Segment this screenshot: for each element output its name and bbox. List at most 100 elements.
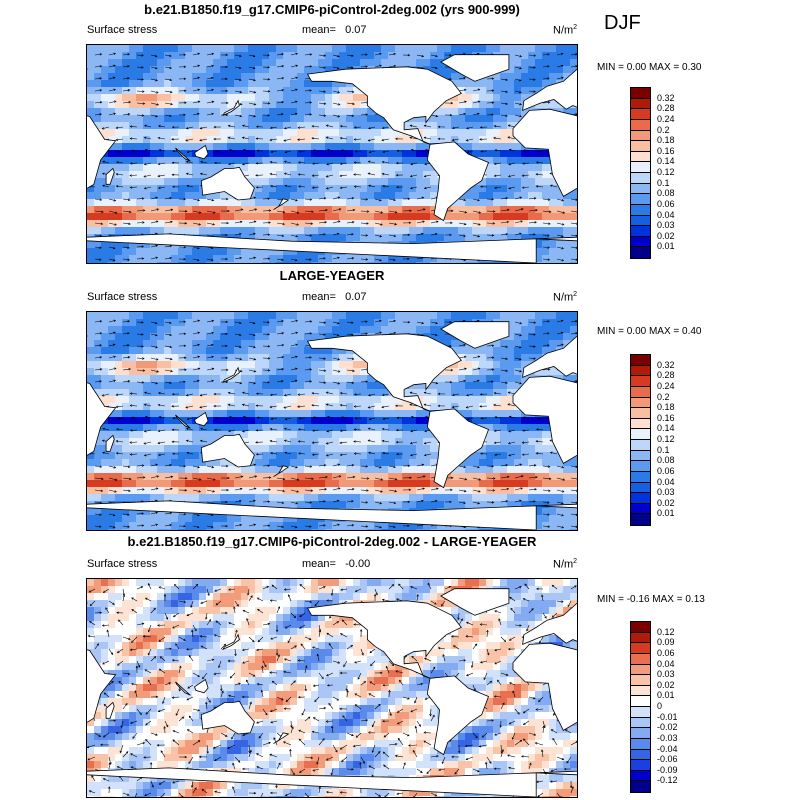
colorbar-tick-label: 0.06 bbox=[657, 647, 675, 658]
colorbar-swatch bbox=[631, 728, 650, 739]
panel-3-mean: mean= -0.00 bbox=[302, 558, 370, 570]
panel-1-map-svg bbox=[87, 45, 577, 263]
colorbar-swatch bbox=[631, 450, 650, 462]
panel-3-title: b.e21.B1850.f19_g17.CMIP6-piControl-2deg… bbox=[127, 534, 537, 549]
panel-2-units: N/m2 bbox=[553, 291, 577, 304]
colorbar-swatch bbox=[631, 204, 650, 216]
colorbar-tick-label: 0.1 bbox=[657, 177, 670, 188]
colorbar-swatch bbox=[631, 355, 650, 366]
colorbar-tick-label: 0.06 bbox=[657, 198, 675, 209]
colorbar-swatch bbox=[631, 770, 650, 782]
panel-2-mean-label: mean= bbox=[302, 291, 336, 303]
panel-3-variable-label: Surface stress bbox=[87, 558, 158, 570]
panel-1-colorbar bbox=[630, 87, 651, 259]
colorbar-swatch bbox=[631, 675, 650, 686]
colorbar-swatch bbox=[631, 215, 650, 227]
panel-3-mean-value: -0.00 bbox=[345, 558, 371, 570]
colorbar-swatch bbox=[631, 738, 650, 750]
colorbar-swatch bbox=[631, 653, 650, 665]
colorbar-swatch bbox=[631, 514, 650, 525]
colorbar-swatch bbox=[631, 643, 650, 654]
colorbar-swatch bbox=[631, 717, 650, 729]
colorbar-tick-label: 0.08 bbox=[657, 455, 675, 466]
colorbar-swatch bbox=[631, 461, 650, 472]
panel-3-minmax: MIN = -0.16 MAX = 0.13 bbox=[597, 594, 705, 605]
colorbar-tick-label: 0.02 bbox=[657, 230, 675, 241]
colorbar-tick-label: -0.03 bbox=[657, 732, 678, 743]
colorbar-swatch bbox=[631, 696, 650, 707]
colorbar-swatch bbox=[631, 418, 650, 430]
panel-3-land bbox=[87, 588, 577, 797]
colorbar-tick-label: 0 bbox=[657, 701, 663, 711]
colorbar-tick-label: 0.03 bbox=[657, 669, 675, 680]
colorbar-swatch bbox=[631, 429, 650, 440]
colorbar-tick-label: 0.16 bbox=[657, 145, 675, 156]
panel-3-units-sup: 2 bbox=[573, 558, 578, 565]
colorbar-swatch bbox=[631, 98, 650, 110]
colorbar-swatch bbox=[631, 622, 650, 633]
colorbar-swatch bbox=[631, 440, 650, 451]
colorbar-tick-label: -0.04 bbox=[657, 743, 678, 754]
colorbar-tick-label: -0.02 bbox=[657, 722, 678, 733]
panel-3-map bbox=[86, 578, 578, 798]
panel-1-mean-value: 0.07 bbox=[345, 24, 367, 36]
colorbar-swatch bbox=[631, 482, 650, 494]
colorbar-tick-label: 0.16 bbox=[657, 412, 675, 423]
panel-2-mean: mean= 0.07 bbox=[302, 291, 367, 303]
colorbar-tick-label: 0.04 bbox=[657, 658, 675, 669]
colorbar-tick-label: 0.18 bbox=[657, 135, 675, 146]
panel-2-variable-label: Surface stress bbox=[87, 291, 158, 303]
panel-1-variable-label: Surface stress bbox=[87, 24, 158, 36]
colorbar-swatch bbox=[631, 119, 650, 131]
colorbar-swatch bbox=[631, 376, 650, 387]
colorbar-swatch bbox=[631, 365, 650, 377]
colorbar-swatch bbox=[631, 685, 650, 697]
colorbar-swatch bbox=[631, 236, 650, 248]
colorbar-tick-label: 0.09 bbox=[657, 637, 675, 648]
colorbar-swatch bbox=[631, 493, 650, 504]
colorbar-swatch bbox=[631, 408, 650, 419]
colorbar-tick-label: -0.01 bbox=[657, 711, 678, 722]
colorbar-swatch bbox=[631, 130, 650, 142]
colorbar-swatch bbox=[631, 226, 650, 237]
colorbar-swatch bbox=[631, 632, 650, 644]
colorbar-tick-label: 0.14 bbox=[657, 423, 675, 434]
colorbar-tick-label: -0.06 bbox=[657, 754, 678, 765]
colorbar-tick-label: 0.12 bbox=[657, 434, 675, 444]
panel-3-map-svg bbox=[87, 579, 577, 797]
panel-2-units-sup: 2 bbox=[573, 291, 578, 298]
colorbar-tick-label: 0.02 bbox=[657, 679, 675, 690]
colorbar-swatch bbox=[631, 247, 650, 258]
panel-2-units-text: N/m bbox=[553, 291, 574, 304]
colorbar-swatch bbox=[631, 503, 650, 515]
colorbar-tick-label: 0.24 bbox=[657, 113, 675, 124]
colorbar-tick-label: 0.03 bbox=[657, 487, 675, 498]
panel-3-units-text: N/m bbox=[553, 558, 574, 571]
colorbar-swatch bbox=[631, 162, 650, 173]
panel-3-units: N/m2 bbox=[553, 558, 577, 571]
colorbar-swatch bbox=[631, 397, 650, 409]
panel-1-mean-label: mean= bbox=[302, 24, 336, 36]
colorbar-tick-label: 0.01 bbox=[657, 241, 675, 252]
colorbar-swatch bbox=[631, 781, 650, 792]
panel-3-mean-label: mean= bbox=[302, 558, 336, 570]
panel-1-units-sup: 2 bbox=[573, 24, 578, 31]
colorbar-swatch bbox=[631, 141, 650, 152]
colorbar-tick-label: 0.01 bbox=[657, 690, 675, 701]
panel-2-colorbar bbox=[630, 354, 651, 526]
panel-1-title: b.e21.B1850.f19_g17.CMIP6-piControl-2deg… bbox=[144, 2, 520, 17]
colorbar-tick-label: 0.28 bbox=[657, 370, 675, 381]
panel-2-mean-value: 0.07 bbox=[345, 291, 367, 303]
colorbar-tick-label: 0.08 bbox=[657, 188, 675, 199]
panel-2-map-svg bbox=[87, 312, 577, 530]
colorbar-swatch bbox=[631, 88, 650, 99]
colorbar-tick-label: 0.2 bbox=[657, 124, 670, 135]
colorbar-swatch bbox=[631, 471, 650, 483]
colorbar-tick-label: 0.01 bbox=[657, 508, 675, 519]
colorbar-swatch bbox=[631, 194, 650, 205]
colorbar-swatch bbox=[631, 664, 650, 676]
colorbar-tick-label: 0.2 bbox=[657, 391, 670, 402]
colorbar-tick-label: 0.04 bbox=[657, 476, 675, 487]
colorbar-tick-label: 0.12 bbox=[657, 626, 675, 637]
panel-1-land bbox=[87, 54, 577, 263]
